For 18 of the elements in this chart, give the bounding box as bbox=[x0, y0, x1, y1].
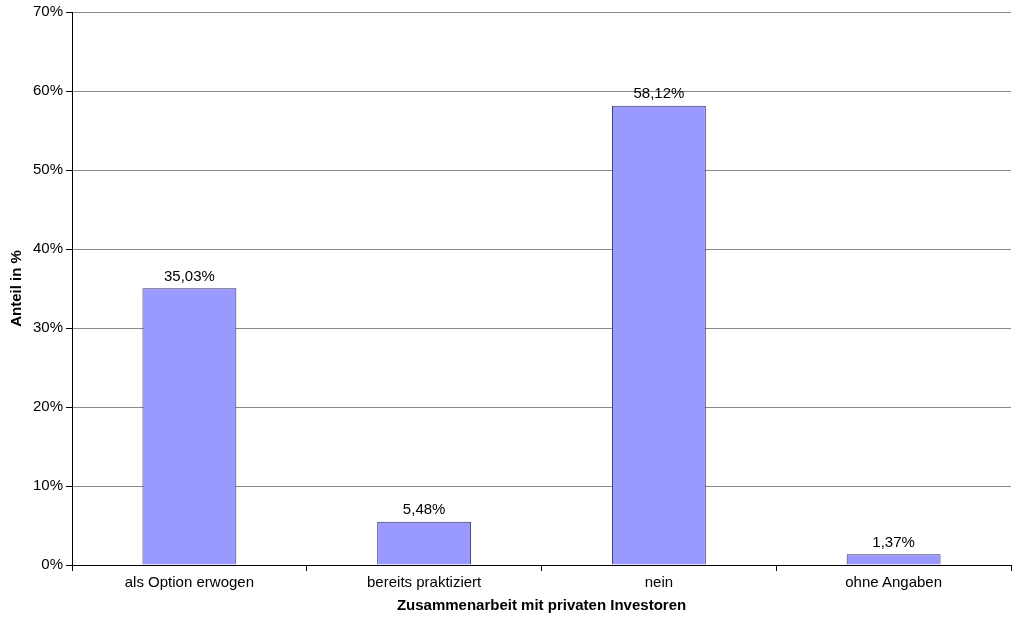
y-tick-label: 10% bbox=[32, 476, 64, 494]
y-axis-title: Anteil in % bbox=[7, 250, 25, 327]
data-label: 1,37% bbox=[872, 532, 915, 550]
data-label: 5,48% bbox=[402, 500, 446, 518]
data-label: 35,03% bbox=[163, 266, 215, 284]
y-tick-label: 60% bbox=[32, 81, 64, 99]
x-tick-label: bereits praktiziert bbox=[367, 573, 483, 591]
x-tick-label: als Option erwogen bbox=[124, 573, 255, 591]
y-tick-label: 50% bbox=[32, 160, 64, 178]
data-label: 58,12% bbox=[633, 84, 685, 102]
y-tick-label: 70% bbox=[32, 2, 64, 20]
y-tick-label: 30% bbox=[32, 318, 64, 336]
y-tick-label: 20% bbox=[32, 397, 64, 415]
y-tick-label: 0% bbox=[41, 555, 64, 573]
y-tick-label: 40% bbox=[32, 239, 64, 257]
x-axis-title: Zusammenarbeit mit privaten Investoren bbox=[396, 596, 687, 614]
x-tick-label: nein bbox=[644, 573, 674, 591]
x-tick-label: ohne Angaben bbox=[845, 573, 943, 591]
